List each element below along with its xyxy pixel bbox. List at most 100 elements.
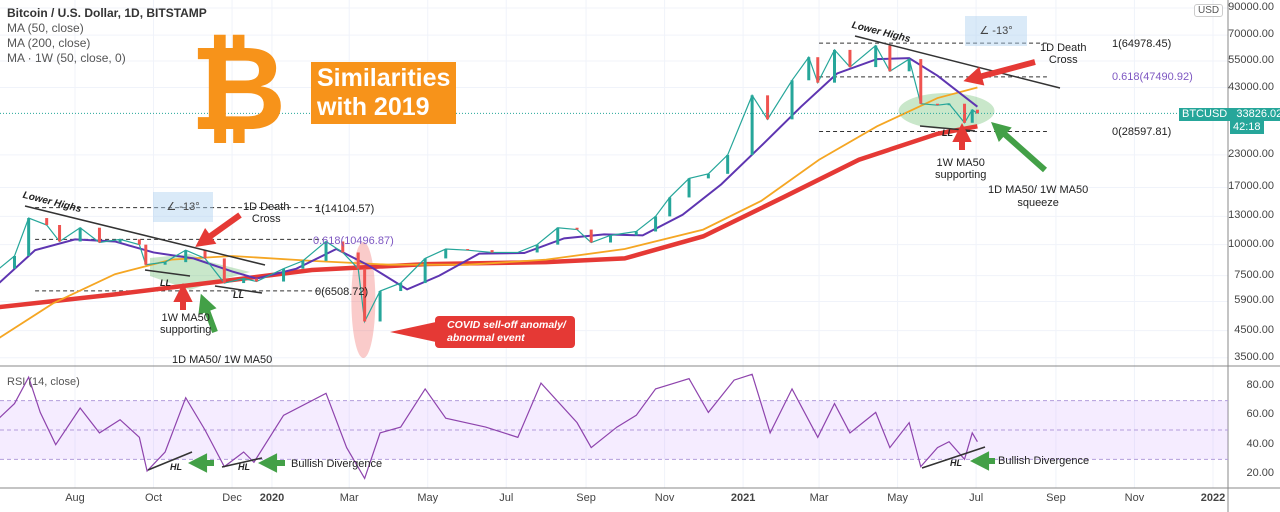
ll-label: LL [233, 290, 244, 300]
time-axis-label: Jul [969, 492, 984, 504]
hl-label: HL [170, 462, 182, 472]
rsi-axis-label: 60.00 [1246, 408, 1274, 421]
red-arrow-head [195, 228, 217, 247]
price-axis-label: 70000.00 [1228, 28, 1274, 41]
price-axis-label: 90000.00 [1228, 1, 1274, 13]
price-axis-label: 13000.00 [1228, 209, 1274, 222]
support-2019: 1W MA50 supporting [160, 312, 211, 336]
death-cross-line1: 1D Death [1040, 42, 1087, 54]
green-arrow-head [991, 122, 1012, 142]
ll-label: LL [942, 128, 953, 138]
fib-0-2019: 0(6508.72) [315, 286, 369, 298]
time-axis-label: Sep [576, 492, 596, 504]
red-arrow [203, 212, 242, 243]
squeeze-line2: squeeze [1017, 197, 1059, 209]
headline-box: Similarities with 2019 [311, 62, 457, 124]
legend-ma50[interactable]: MA (50, close) [7, 21, 84, 35]
headline-line-2: with 2019 [317, 93, 430, 121]
angle-box-2019: ∠ -13° [153, 192, 213, 222]
legend-ma1w[interactable]: MA · 1W (50, close, 0) [7, 51, 126, 65]
support-line2: supporting [160, 324, 212, 336]
support-2021: 1W MA50 supporting [935, 157, 986, 181]
death-cross-2019: 1D Death Cross [243, 201, 289, 225]
time-axis-label: 2022 [1200, 492, 1226, 504]
rsi-axis-label: 20.00 [1246, 467, 1274, 479]
price-axis-label: 23000.00 [1228, 147, 1274, 160]
death-cross-line1: 1D Death [243, 201, 290, 213]
ma200-line [0, 86, 978, 339]
time-axis-label: Aug [65, 492, 85, 504]
time-axis-label: Nov [1124, 492, 1145, 504]
squeeze-ellipse-2021 [898, 93, 995, 129]
fib-618-2019: 0.618(10496.87) [313, 235, 394, 247]
trend-line [854, 35, 1061, 89]
hl-label: HL [238, 462, 250, 472]
fib-1-2021: 1(64978.45) [1112, 38, 1172, 50]
support-line1: 1W MA50 [936, 157, 985, 169]
price-axis-label: 5900.00 [1234, 294, 1274, 307]
badge-symbol: BTCUSD [1182, 108, 1228, 120]
hl-label: HL [950, 458, 962, 468]
price-line [0, 44, 978, 324]
rsi-legend[interactable]: RSI (14, close) [7, 376, 80, 388]
time-axis-label: Sep [1046, 492, 1066, 504]
time-axis-label: May [417, 492, 439, 504]
squeeze-line1: 1D MA50/ 1W MA50 [988, 184, 1089, 196]
death-cross-2021: 1D Death Cross [1040, 42, 1086, 66]
time-axis-label: May [887, 492, 908, 504]
time-axis-label: Mar [339, 492, 359, 504]
support-line1: 1W MA50 [161, 312, 210, 324]
trend-line [221, 457, 263, 468]
price-axis-label: 3500.00 [1234, 350, 1274, 363]
green-arrow-head [188, 453, 208, 473]
green-arrow [998, 127, 1047, 173]
fib-0-2021: 0(28597.81) [1112, 126, 1172, 138]
trend-line [214, 285, 263, 294]
squeeze-2021: 1D MA50/ 1W MA50 squeeze [988, 184, 1088, 210]
rsi-line [0, 373, 978, 480]
angle-label: -13° [179, 201, 200, 213]
fib-618-2021: 0.618(47490.92) [1112, 71, 1193, 83]
time-axis-label: Dec [222, 492, 242, 504]
badge-price: 33826.02 [1236, 108, 1280, 120]
death-cross-line2: Cross [1048, 54, 1078, 66]
time-axis-label: Jul [499, 492, 514, 504]
headline-line-1: Similarities [317, 64, 451, 92]
symbol-title: Bitcoin / U.S. Dollar, 1D, BITSTAMP [7, 6, 207, 20]
ma50-line [0, 57, 979, 291]
ma1w-line [0, 124, 978, 310]
ll-label: LL [160, 278, 171, 288]
badge-countdown: 42:18 [1230, 121, 1264, 134]
time-axis-label: 2021 [730, 492, 756, 504]
price-axis-label: 7500.00 [1234, 268, 1274, 281]
squeeze-zone-2019 [150, 254, 250, 290]
rsi-axis-label: 80.00 [1246, 378, 1274, 391]
time-axis-label: Nov [654, 492, 675, 504]
time-axis-label: Mar [809, 492, 829, 504]
covid-callout-pointer [390, 322, 436, 342]
covid-text-2: abnormal event [447, 332, 525, 344]
trend-line [24, 205, 266, 266]
price-axis-label: 4500.00 [1234, 323, 1274, 336]
angle-label: -13° [992, 25, 1013, 37]
bitcoin-logo-icon: ₿ [190, 23, 287, 155]
support-line2: supporting [935, 169, 987, 181]
fib-1-2019: 1(14104.57) [315, 203, 375, 215]
price-axis-label: 10000.00 [1228, 237, 1274, 250]
green-arrow-head [970, 451, 990, 471]
angle-box-2021: ∠ -13° [965, 16, 1027, 46]
red-arrow-head [963, 66, 985, 86]
death-cross-line2: Cross [251, 213, 281, 225]
price-axis-label: 55000.00 [1228, 54, 1274, 67]
currency-label[interactable]: USD [1194, 4, 1224, 17]
covid-text-1: COVID sell-off anomaly/ [447, 319, 566, 331]
red-arrow-head [173, 283, 193, 303]
squeeze-2019: 1D MA50/ 1W MA50 [172, 354, 273, 366]
price-axis-label: 17000.00 [1228, 180, 1274, 193]
time-axis-label: Oct [144, 492, 163, 504]
trend-line [144, 269, 191, 277]
trend-line [919, 125, 976, 132]
covid-callout: COVID sell-off anomaly/abnormal event [435, 316, 575, 348]
legend-ma200[interactable]: MA (200, close) [7, 36, 91, 50]
